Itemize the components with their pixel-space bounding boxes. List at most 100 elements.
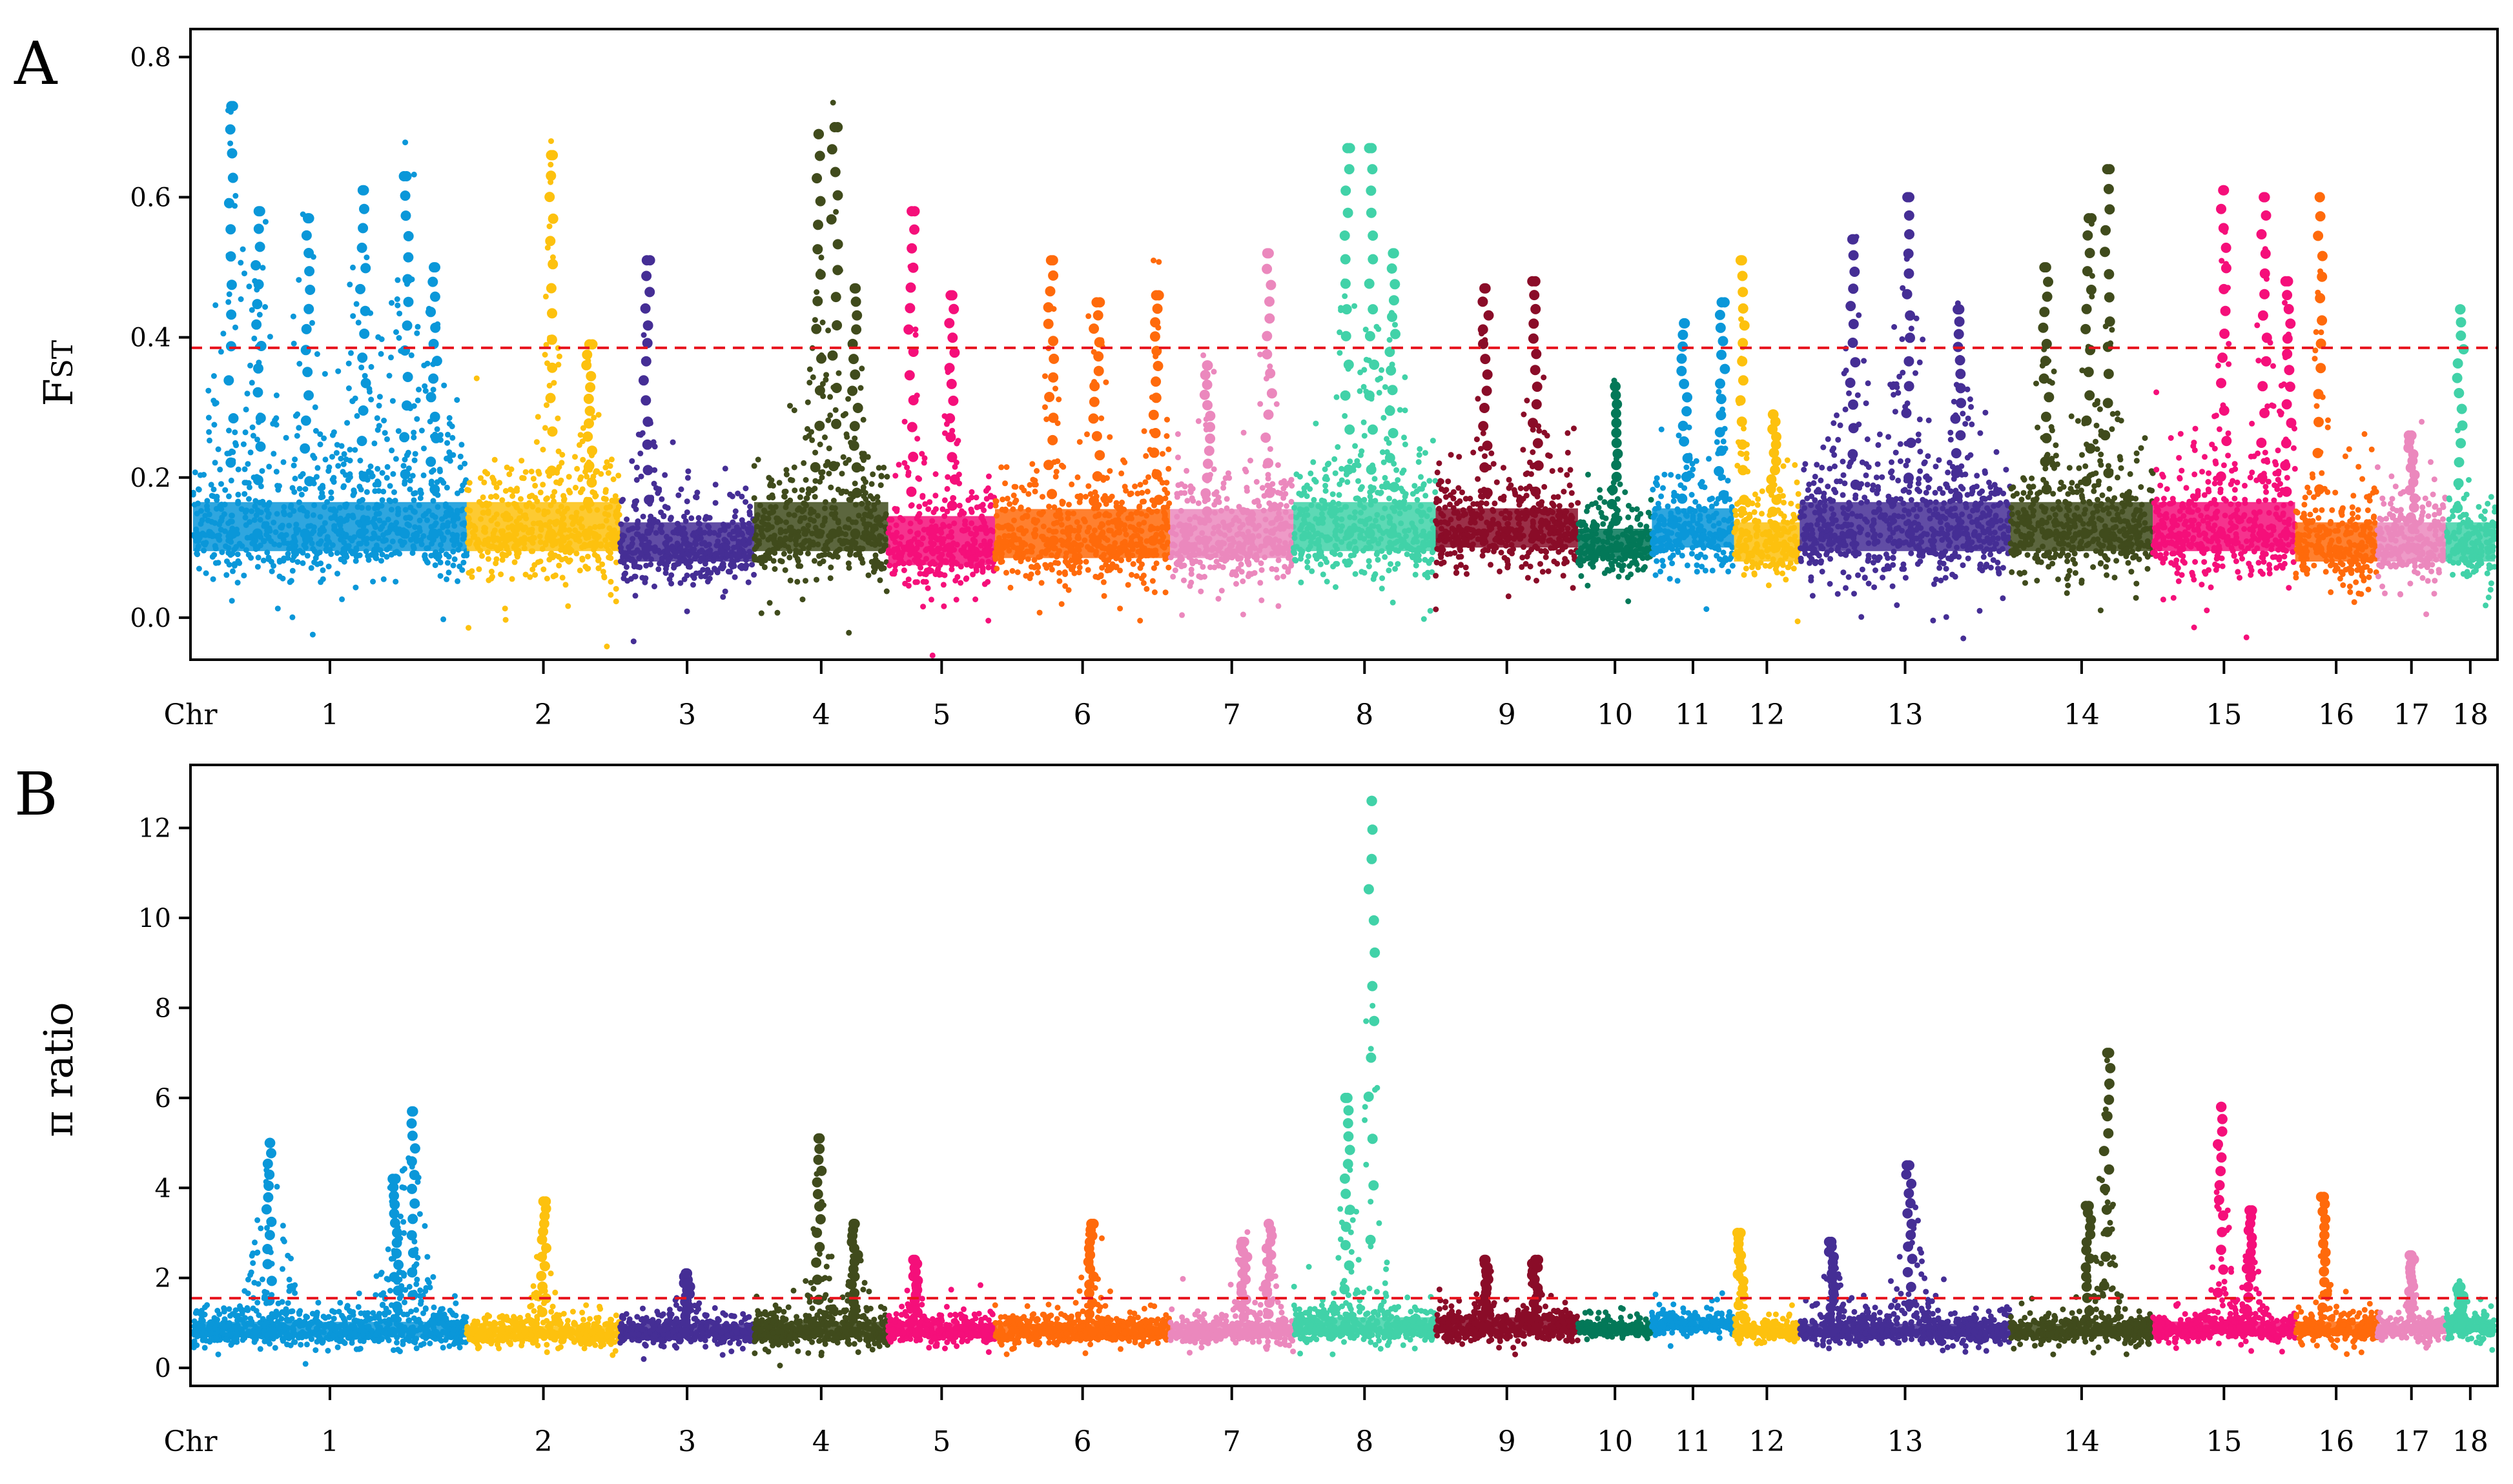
peak-point — [546, 283, 557, 294]
data-point — [192, 534, 198, 540]
data-point — [1032, 488, 1038, 494]
data-point — [1337, 551, 1343, 558]
data-point — [1318, 497, 1325, 503]
peak-point — [949, 303, 959, 314]
data-point — [1467, 495, 1473, 502]
data-point — [969, 554, 975, 561]
data-point — [287, 512, 293, 518]
data-point — [1379, 367, 1385, 373]
data-point — [389, 538, 396, 545]
data-point — [1132, 483, 1138, 489]
data-point — [1361, 432, 1368, 439]
data-point — [289, 567, 296, 574]
data-point — [373, 551, 379, 558]
data-point — [881, 464, 887, 471]
data-point — [1195, 536, 1201, 542]
data-point — [1412, 529, 1419, 536]
peak-point — [814, 150, 825, 161]
data-point — [972, 596, 979, 602]
peak-point — [253, 363, 263, 374]
data-point — [485, 556, 491, 562]
data-point — [561, 509, 568, 515]
data-point — [670, 529, 677, 536]
data-point — [1196, 516, 1202, 522]
data-point — [703, 514, 710, 520]
data-point — [1338, 507, 1344, 513]
data-point — [210, 576, 216, 582]
data-point — [1269, 481, 1276, 487]
peak-top-point — [429, 262, 439, 273]
data-point — [799, 596, 806, 603]
data-point — [484, 549, 491, 555]
data-point — [312, 404, 318, 411]
data-point — [449, 434, 456, 441]
data-point — [208, 482, 214, 488]
data-point — [591, 547, 597, 553]
data-point — [969, 520, 975, 527]
data-point — [300, 560, 306, 566]
data-point — [1374, 512, 1380, 518]
data-point — [828, 564, 834, 571]
data-point — [1076, 564, 1083, 571]
data-point — [292, 456, 298, 463]
data-point — [605, 547, 611, 554]
data-point — [859, 560, 866, 566]
data-point — [628, 557, 634, 564]
data-point — [232, 324, 238, 330]
data-point — [358, 364, 365, 371]
data-point — [1252, 525, 1258, 532]
data-point — [1105, 520, 1112, 526]
data-point — [1122, 483, 1128, 490]
data-point — [339, 596, 345, 602]
data-point — [450, 562, 456, 569]
data-point — [770, 558, 777, 564]
data-point — [832, 407, 839, 413]
data-point — [1100, 530, 1106, 536]
data-point — [1275, 557, 1282, 564]
data-point — [370, 578, 376, 585]
data-point — [1411, 483, 1418, 489]
data-point — [794, 578, 801, 585]
data-point — [827, 394, 834, 400]
data-point — [513, 538, 519, 544]
data-point — [334, 442, 340, 448]
data-point — [421, 362, 427, 369]
data-point — [1137, 536, 1144, 542]
peak-point — [429, 411, 440, 422]
peak-point — [546, 170, 557, 181]
data-point — [298, 491, 305, 498]
data-point — [328, 489, 334, 496]
data-point — [514, 504, 520, 511]
data-point — [1379, 585, 1385, 592]
chr-5-points — [885, 206, 998, 658]
data-point — [535, 469, 542, 475]
data-point — [265, 554, 272, 561]
data-point — [1560, 573, 1566, 579]
data-point — [1342, 412, 1348, 419]
data-point — [402, 456, 408, 463]
data-point — [1052, 529, 1059, 534]
data-point — [1298, 551, 1304, 558]
data-point — [1103, 379, 1109, 385]
data-point — [712, 565, 717, 572]
data-point — [1076, 524, 1083, 531]
data-point — [303, 539, 309, 545]
data-point — [765, 526, 772, 532]
data-point — [722, 543, 728, 549]
data-point — [1309, 568, 1315, 574]
data-point — [1115, 511, 1122, 518]
data-point — [1332, 543, 1339, 549]
data-point — [1311, 476, 1317, 483]
data-point — [662, 472, 668, 478]
data-point — [892, 554, 898, 560]
peak-point — [814, 528, 825, 539]
data-point — [675, 492, 682, 498]
data-point — [1291, 531, 1298, 537]
data-point — [776, 480, 783, 486]
data-point — [764, 549, 771, 555]
data-point — [600, 569, 606, 575]
peak-point — [1152, 303, 1163, 314]
data-point — [446, 569, 452, 576]
data-point — [520, 513, 527, 519]
data-point — [662, 503, 668, 510]
